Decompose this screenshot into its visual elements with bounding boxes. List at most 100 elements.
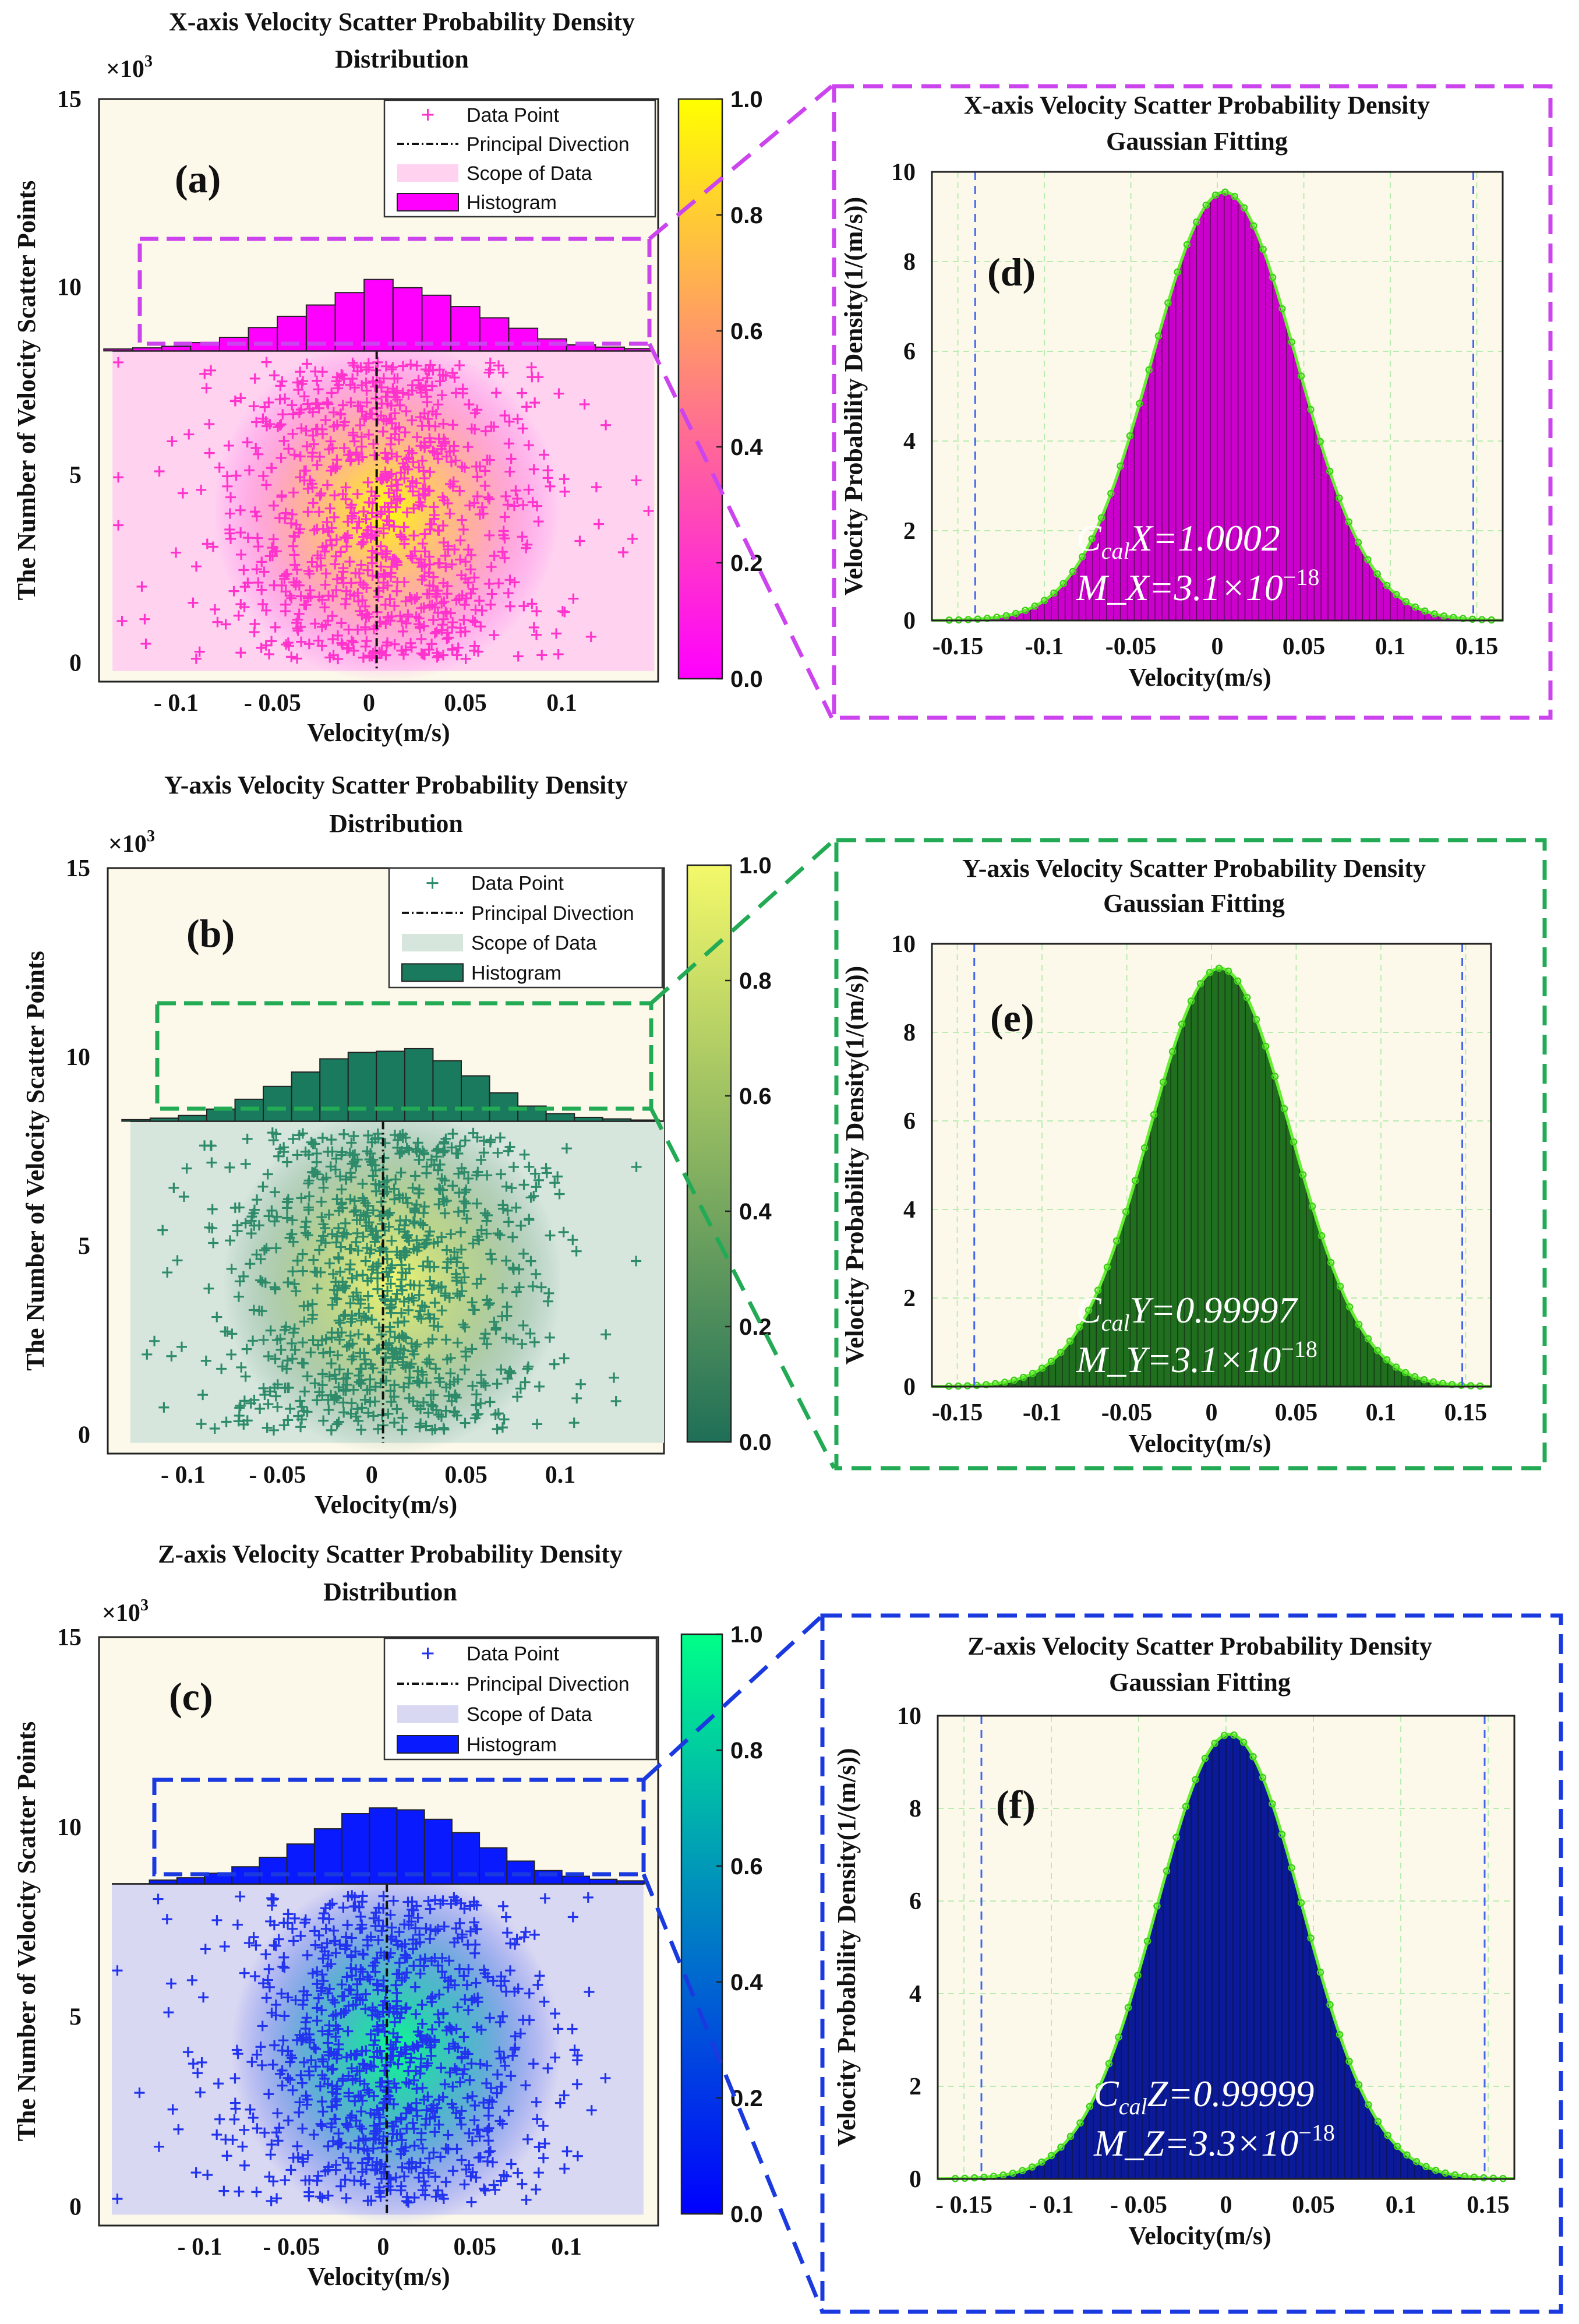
- data-point: [428, 1280, 439, 1291]
- data-point: [386, 414, 397, 425]
- data-point: [459, 1187, 470, 1198]
- histogram-bar: [479, 1847, 508, 1885]
- data-point: [492, 1147, 503, 1158]
- data-point: [571, 2079, 582, 2090]
- data-point: [320, 579, 331, 590]
- data-point: [433, 1960, 444, 1971]
- x-tick-label: 0: [1206, 1399, 1218, 1426]
- data-point: [209, 1423, 220, 1434]
- fit-marker: [1009, 2169, 1017, 2177]
- data-point: [469, 616, 481, 627]
- data-point: [295, 1422, 306, 1433]
- fit-marker: [1002, 612, 1010, 620]
- data-point: [270, 1391, 281, 1402]
- data-point: [411, 432, 422, 443]
- data-point: [287, 2085, 298, 2096]
- data-point: [473, 2152, 484, 2163]
- data-point: [316, 1212, 327, 1223]
- data-point: [610, 1395, 621, 1406]
- data-point: [459, 2064, 470, 2075]
- legend-label: Data Point: [467, 104, 559, 126]
- histogram-bar: [392, 287, 423, 352]
- data-point: [297, 1999, 308, 2011]
- data-point: [303, 1178, 314, 1189]
- data-point: [395, 529, 406, 540]
- data-point: [408, 1960, 419, 1972]
- data-point: [475, 2058, 486, 2069]
- data-point: [329, 1369, 340, 1380]
- data-point: [312, 375, 323, 386]
- y-tick-label: 2: [909, 2073, 921, 2100]
- data-point: [338, 1991, 349, 2002]
- legend-label: Histogram: [471, 962, 561, 984]
- data-point: [512, 1391, 523, 1402]
- data-point: [211, 1311, 222, 1323]
- data-point: [356, 1315, 367, 1326]
- data-point: [428, 2147, 439, 2158]
- data-point: [391, 451, 402, 462]
- data-point: [397, 361, 408, 372]
- data-point: [499, 1414, 510, 1425]
- data-point: [569, 2044, 580, 2055]
- y-tick-label: 15: [57, 86, 82, 113]
- data-point: [451, 1392, 462, 1403]
- data-point: [356, 380, 368, 391]
- data-point: [253, 577, 264, 588]
- x-axis-label: Velocity(m/s): [315, 1490, 457, 1519]
- data-point: [431, 1405, 442, 1416]
- data-point: [317, 1230, 328, 1242]
- data-point: [462, 577, 474, 588]
- data-point: [331, 1194, 342, 1205]
- data-point: [401, 2044, 412, 2055]
- fit-marker: [999, 2171, 1007, 2179]
- data-point: [280, 2175, 291, 2186]
- data-point: [414, 1184, 425, 1195]
- data-point: [326, 1959, 337, 1970]
- data-point: [416, 1999, 428, 2011]
- data-point: [472, 1924, 483, 1935]
- data-point: [407, 486, 418, 497]
- data-point: [426, 1997, 437, 2008]
- data-point: [506, 1367, 517, 1378]
- data-point: [296, 2078, 308, 2089]
- data-point: [401, 2196, 412, 2207]
- x-axis-label: Velocity(m/s): [307, 2262, 450, 2291]
- x-tick-label: 0.15: [1444, 1399, 1488, 1426]
- data-point: [254, 1305, 265, 1316]
- data-point: [306, 556, 317, 567]
- data-point: [343, 2087, 354, 2099]
- data-point: [479, 1333, 490, 1344]
- data-point: [422, 372, 433, 383]
- data-point: [516, 387, 527, 398]
- data-point: [246, 2057, 257, 2068]
- data-point: [186, 1974, 197, 1986]
- data-point: [181, 1163, 192, 1174]
- data-point: [503, 1216, 514, 1228]
- data-point: [384, 1267, 395, 1278]
- data-point: [303, 1191, 315, 1202]
- data-point: [447, 2166, 458, 2177]
- data-point: [397, 1941, 408, 1952]
- legend-marker-data-point: [426, 877, 439, 889]
- data-point: [387, 2044, 398, 2055]
- data-point: [380, 618, 391, 629]
- data-point: [345, 577, 356, 588]
- data-point: [469, 1917, 480, 1928]
- data-point: [499, 512, 510, 523]
- data-point: [313, 635, 324, 646]
- data-point: [255, 1254, 266, 1265]
- y-tick-label: 15: [66, 855, 90, 882]
- fit-marker: [1345, 518, 1352, 526]
- data-point: [289, 1345, 301, 1356]
- data-point: [307, 447, 318, 459]
- data-point: [494, 2046, 505, 2057]
- data-point: [269, 2040, 280, 2051]
- data-point: [549, 1359, 560, 1370]
- data-point: [288, 541, 299, 552]
- data-point: [499, 533, 510, 544]
- data-point: [457, 514, 468, 526]
- data-point: [351, 1161, 362, 1172]
- data-point: [338, 1407, 349, 1418]
- data-point: [369, 450, 380, 461]
- data-point: [391, 474, 402, 485]
